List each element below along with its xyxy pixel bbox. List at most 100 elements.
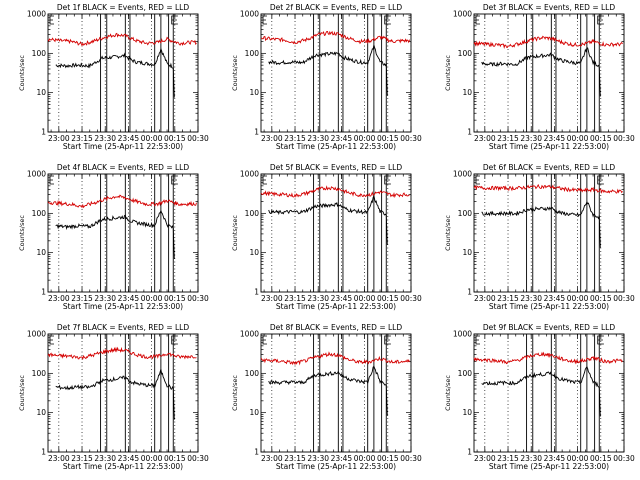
y-tick-label: 1 [41, 448, 46, 457]
x-tick-label: 00:30 [400, 134, 422, 143]
x-tick-label: 23:30 [94, 134, 116, 143]
x-tick-label: 23:45 [331, 294, 353, 303]
y-tick-label: 1000 [240, 330, 259, 339]
y-tick-label: 1 [254, 448, 259, 457]
x-axis-label: Start Time (25-Apr-11 22:53:00) [276, 462, 396, 471]
y-tick-label: 10 [36, 88, 46, 97]
x-tick-label: 00:30 [613, 454, 635, 463]
x-tick-label: 00:15 [164, 134, 186, 143]
panel-title: Det 5f BLACK = Events, RED = LLD [270, 163, 403, 172]
x-tick-label: 23:45 [118, 134, 140, 143]
lld-series-line [47, 194, 197, 209]
x-tick-label: 23:00 [48, 134, 70, 143]
state-bracket-icon [475, 175, 480, 185]
events-series-line [55, 47, 175, 98]
x-tick-label: 23:45 [118, 454, 140, 463]
x-tick-label: 00:15 [377, 454, 399, 463]
x-tick-label: 00:00 [141, 294, 163, 303]
y-tick-label: 100 [245, 49, 260, 58]
x-tick-label: 23:30 [520, 454, 542, 463]
y-tick-label: 1 [467, 448, 472, 457]
panel-det-8: Det 8f BLACK = Events, RED = LLD 1 10 100 10… [231, 323, 422, 471]
y-tick-label: 100 [458, 369, 473, 378]
x-tick-label: 00:00 [567, 134, 589, 143]
events-series-line [481, 365, 601, 417]
lld-series-line [473, 35, 623, 49]
x-tick-label: 23:00 [261, 454, 283, 463]
panel-title: Det 1f BLACK = Events, RED = LLD [57, 3, 190, 12]
x-tick-label: 23:45 [331, 134, 353, 143]
x-tick-label: 00:30 [400, 454, 422, 463]
x-tick-label: 23:00 [474, 294, 496, 303]
x-tick-label: 23:00 [261, 134, 283, 143]
plot-frame [473, 333, 625, 453]
x-axis-label: Start Time (25-Apr-11 22:53:00) [489, 302, 609, 311]
y-tick-label: 10 [36, 248, 46, 257]
y-tick-label: 100 [32, 369, 47, 378]
x-tick-label: 23:00 [48, 454, 70, 463]
y-tick-label: 10 [249, 248, 259, 257]
x-axis-label: Start Time (25-Apr-11 22:53:00) [276, 142, 396, 151]
x-tick-label: 23:00 [474, 454, 496, 463]
state-bracket-icon [262, 15, 267, 25]
y-tick-label: 1 [467, 128, 472, 137]
y-tick-label: 1000 [240, 170, 259, 179]
panel-title: Det 8f BLACK = Events, RED = LLD [270, 323, 403, 332]
x-tick-label: 23:30 [520, 134, 542, 143]
events-series-line [55, 209, 175, 259]
x-axis-label: Start Time (25-Apr-11 22:53:00) [63, 142, 183, 151]
plot-frame [47, 173, 199, 293]
y-axis-label: Counts/sec [444, 215, 452, 251]
y-tick-label: 1000 [453, 10, 472, 19]
x-tick-label: 00:15 [590, 454, 612, 463]
y-tick-label: 1000 [27, 170, 46, 179]
y-tick-label: 100 [458, 49, 473, 58]
y-tick-label: 100 [245, 209, 260, 218]
x-tick-label: 23:15 [284, 454, 306, 463]
x-tick-label: 00:00 [141, 134, 163, 143]
y-tick-label: 100 [458, 209, 473, 218]
x-tick-label: 23:15 [71, 454, 93, 463]
x-tick-label: 00:00 [141, 454, 163, 463]
x-tick-label: 23:15 [284, 134, 306, 143]
x-tick-label: 23:45 [544, 454, 566, 463]
x-tick-label: 00:00 [567, 454, 589, 463]
events-series-line [268, 44, 388, 96]
panel-title: Det 6f BLACK = Events, RED = LLD [483, 163, 616, 172]
x-axis-label: Start Time (25-Apr-11 22:53:00) [63, 302, 183, 311]
x-tick-label: 23:45 [331, 454, 353, 463]
x-tick-label: 23:15 [71, 294, 93, 303]
x-axis-label: Start Time (25-Apr-11 22:53:00) [63, 462, 183, 471]
y-axis-label: Counts/sec [18, 215, 26, 251]
y-tick-label: 100 [32, 49, 47, 58]
y-axis-label: Counts/sec [444, 55, 452, 91]
x-tick-label: 00:15 [164, 294, 186, 303]
plot-frame [260, 333, 412, 453]
x-tick-label: 23:45 [544, 134, 566, 143]
lld-series-line [473, 183, 623, 194]
state-bracket-icon [49, 335, 54, 345]
plot-frame [47, 13, 199, 133]
y-tick-label: 1 [41, 128, 46, 137]
y-tick-label: 1000 [240, 10, 259, 19]
lld-series-line [260, 351, 410, 366]
x-tick-label: 23:15 [497, 294, 519, 303]
x-tick-label: 00:30 [400, 294, 422, 303]
lld-series-line [473, 351, 623, 365]
panel-title: Det 4f BLACK = Events, RED = LLD [57, 163, 190, 172]
y-axis-label: Counts/sec [444, 375, 452, 411]
x-tick-label: 23:00 [261, 294, 283, 303]
plot-frame [473, 13, 625, 133]
x-tick-label: 00:30 [187, 294, 209, 303]
panel-title: Det 7f BLACK = Events, RED = LLD [57, 323, 190, 332]
x-tick-label: 23:30 [94, 294, 116, 303]
x-tick-label: 00:15 [377, 134, 399, 143]
lld-series-line [47, 32, 197, 47]
y-tick-label: 10 [462, 88, 472, 97]
x-tick-label: 00:00 [354, 134, 376, 143]
x-tick-label: 00:00 [567, 294, 589, 303]
y-axis-label: Counts/sec [231, 55, 239, 91]
x-tick-label: 00:15 [164, 454, 186, 463]
state-bracket-icon [49, 175, 54, 185]
